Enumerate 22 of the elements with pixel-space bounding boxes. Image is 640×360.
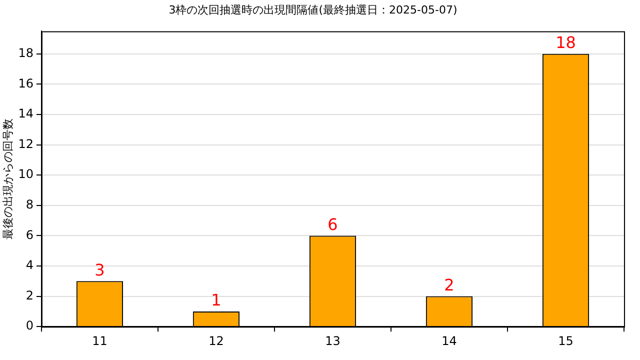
y-tick-label: 0 [26, 318, 34, 333]
data-label: 3 [94, 260, 105, 280]
y-tick-label: 6 [26, 228, 34, 242]
x-tick-label: 12 [208, 334, 224, 348]
y-tick-label: 12 [18, 136, 34, 151]
y-tick-label: 8 [26, 198, 34, 212]
y-tick-label: 16 [18, 76, 34, 90]
data-label: 2 [444, 275, 454, 294]
x-tick-label: 13 [325, 334, 340, 348]
x-tick-label: 15 [558, 334, 574, 348]
x-tick-label: 14 [442, 334, 457, 348]
chart-title: 3枠の次回抽選時の出現間隔値(最終抽選日：2025-05-07) [168, 3, 458, 16]
y-tick-label: 18 [18, 46, 34, 60]
data-label: 18 [556, 33, 576, 52]
x-tick-label: 11 [92, 334, 108, 348]
y-tick-label: 2 [26, 288, 34, 302]
data-label: 6 [328, 214, 338, 234]
data-label: 1 [211, 290, 222, 310]
y-axis-title: 最後の出現からの回号数 [1, 118, 14, 240]
y-tick-label: 10 [18, 167, 34, 182]
y-tick-label: 4 [26, 258, 34, 272]
y-tick-label: 14 [18, 106, 34, 121]
